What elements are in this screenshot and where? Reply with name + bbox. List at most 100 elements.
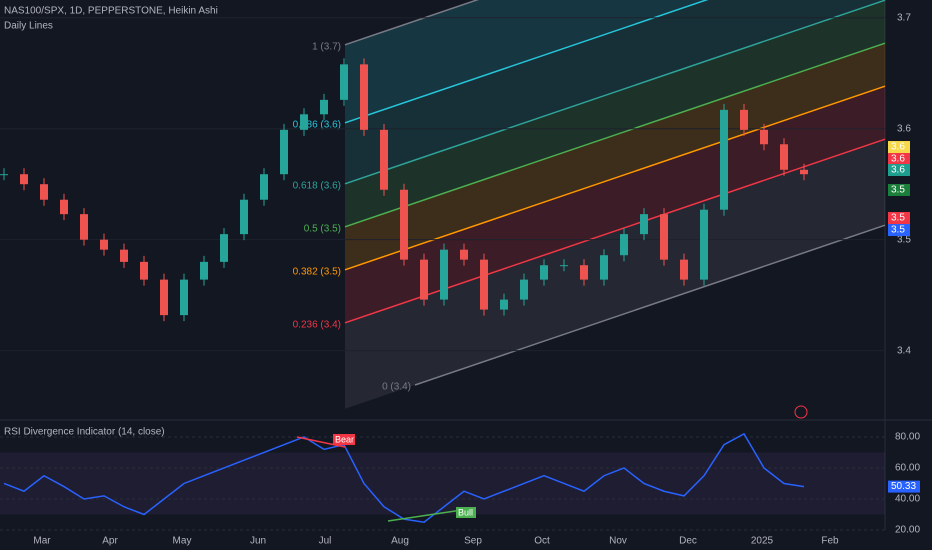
time-label: Nov	[609, 536, 627, 547]
fib-line	[344, 0, 886, 185]
rsi-tick-label: 40.00	[895, 494, 920, 505]
price-label-bg	[888, 164, 910, 176]
candle	[600, 255, 608, 280]
candle	[300, 114, 308, 130]
time-label: Dec	[679, 536, 697, 547]
rsi-tick-label: 20.00	[895, 525, 920, 536]
candle	[560, 265, 568, 267]
candle	[660, 214, 668, 260]
fib-label: 0.786 (3.6)	[293, 119, 341, 130]
candle	[520, 279, 528, 300]
price-label: 3.5	[891, 225, 905, 236]
fib-zone	[345, 139, 885, 409]
candle	[80, 214, 88, 240]
candle	[140, 261, 148, 280]
candle	[20, 174, 28, 185]
fib-line	[344, 42, 886, 228]
candle	[400, 189, 408, 260]
candle	[320, 99, 328, 115]
candle	[360, 64, 368, 130]
price-tick-label: 3.6	[897, 123, 911, 134]
candle	[680, 259, 688, 280]
candle	[740, 109, 748, 130]
time-label: Jul	[319, 536, 332, 547]
time-label: Aug	[391, 536, 409, 547]
fib-zone	[345, 0, 885, 227]
candle	[760, 129, 768, 145]
candle	[640, 214, 648, 235]
price-label-bg	[888, 184, 910, 196]
bear-label: Bear	[335, 434, 354, 444]
time-label: Sep	[464, 536, 482, 547]
candle	[240, 199, 248, 235]
candle	[420, 259, 428, 300]
fib-channel: 1 (3.7) 0.786 (3.6) 0.618 (3.6) 0.5 (3.5) 0.…	[293, 0, 886, 409]
price-label-bg	[888, 224, 910, 236]
rsi-tick-label: 60.00	[895, 463, 920, 474]
fib-label: 0.618 (3.6)	[293, 180, 341, 191]
fib-line	[344, 0, 480, 46]
candle	[720, 109, 728, 210]
time-label: May	[173, 536, 192, 547]
candle	[100, 239, 108, 250]
time-label: Feb	[821, 536, 839, 547]
candle	[0, 174, 8, 176]
candle	[580, 265, 588, 280]
candle	[60, 199, 68, 215]
candle	[460, 249, 468, 260]
candle	[500, 299, 508, 310]
rsi-tick-label: 80.00	[895, 432, 920, 443]
price-label: 3.6	[891, 154, 905, 165]
bull-divergence	[387, 509, 463, 522]
price-label-bg	[888, 212, 910, 224]
plot	[0, 17, 885, 352]
candle	[160, 279, 168, 316]
fib-line	[344, 0, 709, 124]
bull-tag	[456, 507, 476, 518]
time-label: Apr	[102, 536, 118, 547]
time-label: Mar	[33, 536, 51, 547]
bear-tag	[333, 434, 355, 445]
fib-label: 0 (3.4)	[382, 382, 411, 393]
candle	[120, 249, 128, 262]
alert-icon[interactable]	[794, 405, 808, 419]
price-tick-label: 3.4	[897, 345, 911, 356]
rsi-current-label: 50.33	[891, 481, 916, 492]
price-tick-label: 3.5	[897, 234, 911, 245]
time-label: Jun	[250, 536, 266, 547]
rsi-current-bg	[888, 480, 920, 493]
candle	[700, 209, 708, 280]
price-label: 3.5	[891, 185, 905, 196]
price-label-bg	[888, 153, 910, 165]
candle	[40, 184, 48, 200]
symbol-title: NAS100/SPX, 1D, PEPPERSTONE, Heikin Ashi	[4, 6, 218, 17]
indicator-title: Daily Lines	[4, 21, 53, 32]
candle	[200, 261, 208, 280]
bull-label: Bull	[458, 507, 473, 517]
fib-label: 1 (3.7)	[312, 41, 341, 52]
fib-label: 0.236 (3.4)	[293, 319, 341, 330]
candle	[780, 144, 788, 170]
price-label: 3.5	[891, 213, 905, 224]
candle	[180, 279, 188, 316]
bear-divergence	[296, 436, 346, 448]
time-label: 2025	[751, 536, 774, 547]
fib-line	[344, 138, 886, 324]
candle	[340, 64, 348, 100]
price-label: 3.6	[891, 142, 905, 153]
candle	[800, 169, 808, 175]
time-label: Oct	[534, 536, 550, 547]
rsi-title: RSI Divergence Indicator (14, close)	[4, 427, 165, 438]
candle	[480, 259, 488, 310]
price-label-bg	[888, 141, 910, 153]
candle	[620, 234, 628, 256]
candle	[440, 249, 448, 300]
fib-line	[414, 224, 886, 386]
fib-label: 0.5 (3.5)	[304, 223, 341, 234]
price-label: 3.6	[891, 165, 905, 176]
candle	[380, 129, 388, 190]
price-tick-label: 3.7	[897, 12, 911, 23]
candle	[260, 174, 268, 200]
